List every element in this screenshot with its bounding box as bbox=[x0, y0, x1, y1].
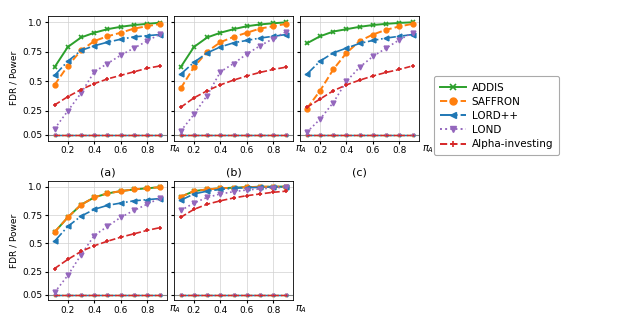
Y-axis label: FDR / Power: FDR / Power bbox=[9, 214, 18, 268]
Text: $\pi_A$: $\pi_A$ bbox=[422, 143, 434, 155]
Text: $\pi_A$: $\pi_A$ bbox=[170, 303, 181, 315]
Text: (a): (a) bbox=[100, 168, 115, 178]
Legend: ADDIS, SAFFRON, LORD++, LOND, Alpha-investing: ADDIS, SAFFRON, LORD++, LOND, Alpha-inve… bbox=[434, 76, 559, 155]
Text: $\pi_A$: $\pi_A$ bbox=[296, 143, 307, 155]
Text: (b): (b) bbox=[226, 168, 241, 178]
Y-axis label: FDR / Power: FDR / Power bbox=[9, 51, 18, 105]
Text: $\pi_A$: $\pi_A$ bbox=[296, 303, 307, 315]
Text: $\pi_A$: $\pi_A$ bbox=[170, 143, 181, 155]
Text: (c): (c) bbox=[352, 168, 367, 178]
